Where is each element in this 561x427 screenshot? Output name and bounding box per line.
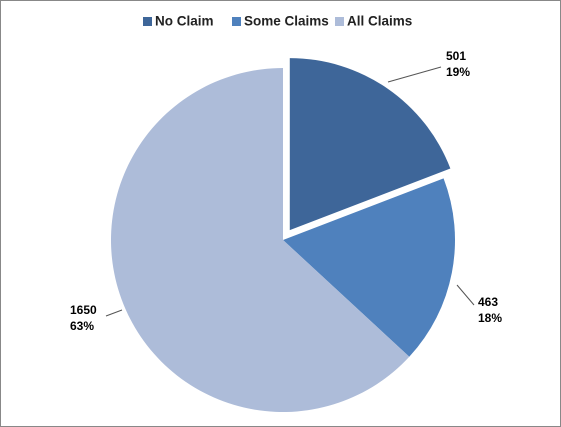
pie: 501 19% 463 18% 1650 63% <box>70 49 502 413</box>
legend-label: All Claims <box>347 14 412 29</box>
leader-line <box>456 284 475 306</box>
leader-line <box>387 66 442 83</box>
pie-slice <box>289 58 451 231</box>
legend-swatch <box>335 17 344 26</box>
legend-label: Some Claims <box>244 14 329 29</box>
data-label-value: 501 <box>446 49 466 63</box>
data-label-percent: 63% <box>70 319 94 333</box>
pie-slice <box>283 178 455 357</box>
legend-swatch <box>232 17 241 26</box>
data-label-value: 463 <box>478 295 498 309</box>
legend-swatch <box>143 17 152 26</box>
data-label-value: 1650 <box>70 303 97 317</box>
leader-line <box>105 309 123 317</box>
data-label-percent: 18% <box>478 311 502 325</box>
pie-slice <box>111 68 410 413</box>
data-label-percent: 19% <box>446 65 470 79</box>
legend: No Claim Some Claims All Claims <box>143 14 412 29</box>
legend-label: No Claim <box>155 14 214 29</box>
